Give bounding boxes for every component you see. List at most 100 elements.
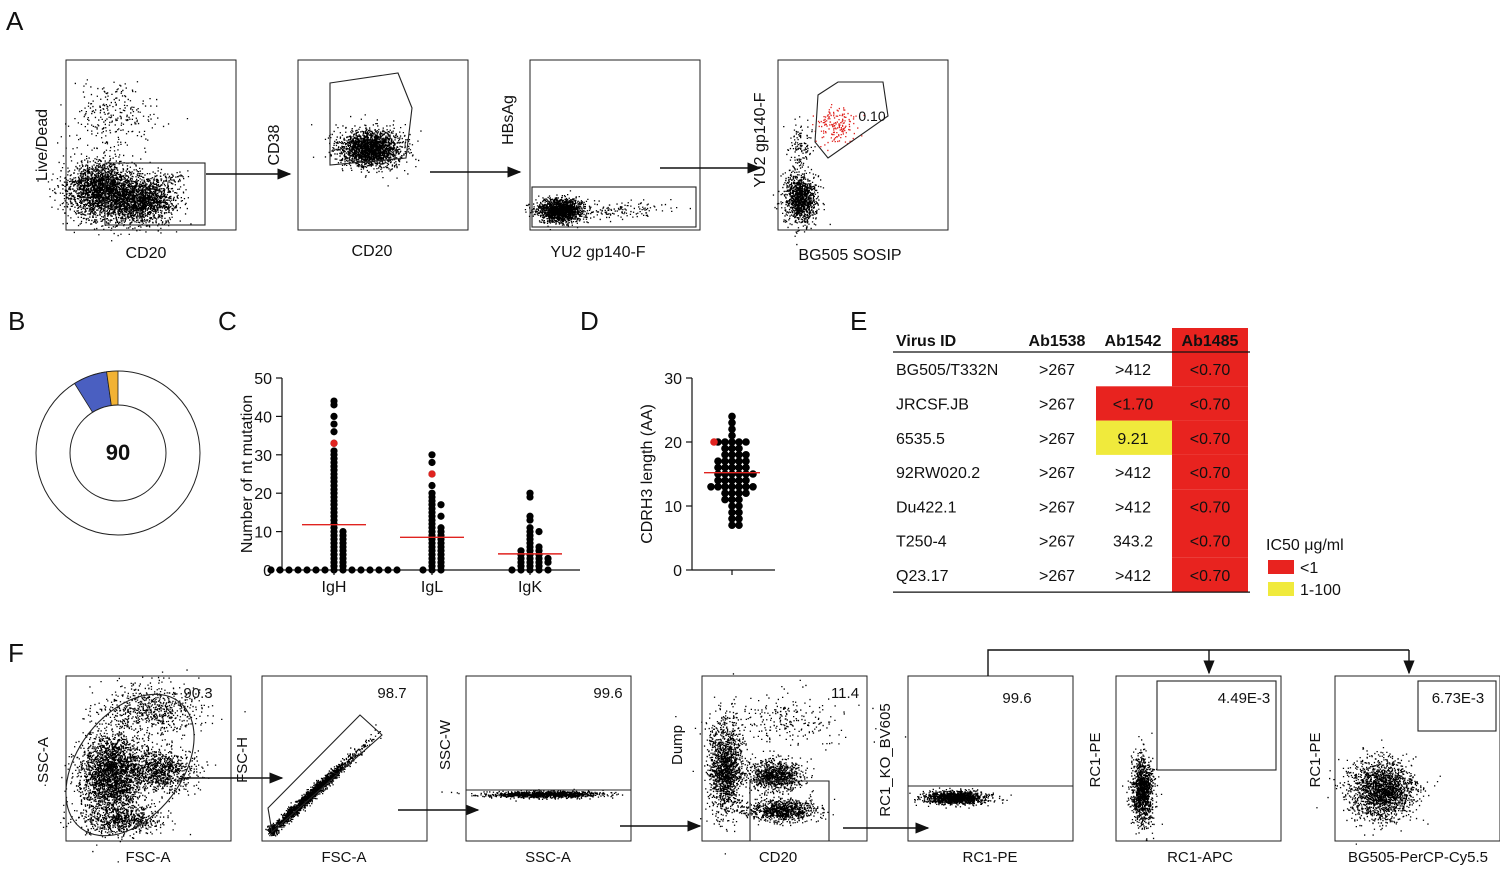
table-cell: >267 bbox=[1039, 396, 1075, 413]
axis-y-label: HBsAg bbox=[500, 95, 517, 145]
highlighted-point bbox=[330, 439, 338, 447]
y-tick-label: 20 bbox=[664, 435, 682, 452]
data-point bbox=[393, 566, 401, 574]
gate-value: 0.10 bbox=[858, 108, 885, 124]
data-point bbox=[535, 566, 543, 574]
table-cell: >267 bbox=[1039, 431, 1075, 448]
axis-x-label: SSC-A bbox=[525, 849, 571, 866]
y-tick-label: 10 bbox=[254, 525, 272, 542]
panel-f-plot-5: 99.6 RC1-PE RC1_KO_BV605 bbox=[877, 675, 1074, 866]
donut-center-value: 90 bbox=[106, 440, 130, 465]
data-point bbox=[735, 508, 743, 517]
data-point bbox=[437, 501, 445, 509]
table-cell: >412 bbox=[1115, 499, 1151, 516]
data-point bbox=[742, 483, 750, 491]
data-point bbox=[728, 444, 736, 453]
panel-letter-a: A bbox=[6, 6, 24, 36]
data-point bbox=[735, 515, 743, 523]
axis-x-label: CD20 bbox=[126, 245, 167, 262]
data-point bbox=[728, 451, 736, 459]
table-cell: Q23.17 bbox=[896, 568, 949, 585]
table-cell-fill bbox=[1172, 489, 1248, 524]
data-point bbox=[728, 483, 736, 491]
mutation-dot-plot: 0 10 20 30 40 50 Number of nt mutation IgH IgL Ig… bbox=[239, 371, 580, 596]
event-cloud bbox=[909, 787, 1012, 809]
data-point bbox=[437, 512, 445, 520]
y-axis-label: Number of nt mutation bbox=[239, 395, 256, 553]
data-point bbox=[267, 566, 275, 574]
data-point bbox=[735, 451, 743, 459]
x-tick-label: IgH bbox=[322, 579, 347, 596]
data-point bbox=[330, 412, 338, 420]
event-cloud bbox=[57, 79, 189, 162]
data-point bbox=[735, 476, 743, 485]
axis-x-label: CD20 bbox=[352, 243, 393, 260]
data-point bbox=[312, 566, 320, 574]
data-point bbox=[742, 438, 750, 446]
data-point bbox=[721, 444, 729, 453]
event-cloud bbox=[675, 679, 907, 770]
table-cell: Du422.1 bbox=[896, 499, 957, 516]
cdrh3-dot-plot: 0 10 20 30 CDRH3 length (AA) bbox=[639, 371, 775, 580]
panel-a-plot-4: 0.10 BG505 SOSIP YU2 gp140-F bbox=[752, 59, 949, 264]
data-point bbox=[428, 458, 436, 467]
table-cell: <0.70 bbox=[1190, 396, 1231, 413]
event-cloud bbox=[725, 793, 836, 827]
y-tick-label: 20 bbox=[254, 486, 272, 503]
table-cell: 92RW020.2 bbox=[896, 465, 980, 482]
data-point bbox=[339, 566, 347, 574]
panel-letter-d: D bbox=[580, 306, 599, 336]
data-point bbox=[508, 566, 516, 574]
table-cell: >267 bbox=[1039, 465, 1075, 482]
table-cell: JRCSF.JB bbox=[896, 396, 969, 413]
data-point bbox=[721, 489, 729, 498]
y-tick-label: 0 bbox=[673, 563, 682, 580]
event-cloud bbox=[85, 164, 192, 235]
donut-inner-ring bbox=[69, 404, 167, 502]
data-point bbox=[742, 476, 750, 485]
panel-f-plot-1: 90.3 FSC-A SSC-A bbox=[35, 669, 246, 866]
event-cloud bbox=[265, 724, 382, 837]
data-point bbox=[721, 495, 729, 504]
data-point bbox=[330, 420, 338, 428]
gate-value: 99.6 bbox=[1002, 690, 1031, 707]
data-point bbox=[375, 566, 383, 574]
data-point bbox=[728, 508, 736, 517]
table-cell: >412 bbox=[1115, 362, 1151, 379]
gate-value: 6.73E-3 bbox=[1432, 690, 1485, 707]
y-tick-label: 0 bbox=[263, 563, 272, 580]
data-point bbox=[742, 451, 750, 459]
panel-letter-c: C bbox=[218, 306, 237, 336]
axis-y-label: FSC-H bbox=[234, 737, 251, 783]
table-cell-fill bbox=[1172, 523, 1248, 558]
data-point bbox=[735, 463, 743, 472]
event-cloud bbox=[772, 161, 831, 246]
event-cloud bbox=[1122, 732, 1163, 842]
data-point bbox=[721, 457, 729, 466]
table-cell: BG505/T332N bbox=[896, 362, 998, 379]
event-cloud bbox=[82, 669, 246, 760]
legend-label: <1 bbox=[1300, 560, 1318, 577]
table-cell: >412 bbox=[1115, 568, 1151, 585]
data-point bbox=[728, 495, 736, 504]
gate-value: 90.3 bbox=[183, 685, 212, 702]
data-point bbox=[749, 470, 757, 478]
panel-letter-e: E bbox=[850, 306, 867, 336]
data-point bbox=[728, 438, 736, 446]
legend-swatch-yellow bbox=[1268, 582, 1294, 596]
event-cloud bbox=[692, 673, 754, 855]
data-point bbox=[721, 463, 729, 472]
data-point bbox=[428, 451, 436, 459]
axis-x-label: RC1-PE bbox=[962, 849, 1017, 866]
gating-arrow-branch bbox=[987, 649, 1415, 676]
legend-label: 1-100 bbox=[1300, 582, 1341, 599]
data-point bbox=[728, 431, 736, 440]
table-header: Ab1542 bbox=[1105, 333, 1162, 350]
table-header: Ab1485 bbox=[1182, 333, 1239, 350]
axis-x-label: BG505 SOSIP bbox=[798, 247, 901, 264]
table-cell: >267 bbox=[1039, 499, 1075, 516]
panel-a-plot-1: CD20 Live/Dead bbox=[34, 59, 237, 262]
data-point bbox=[735, 457, 743, 466]
axis-y-label: SSC-W bbox=[437, 719, 454, 770]
y-tick-label: 40 bbox=[254, 409, 272, 426]
